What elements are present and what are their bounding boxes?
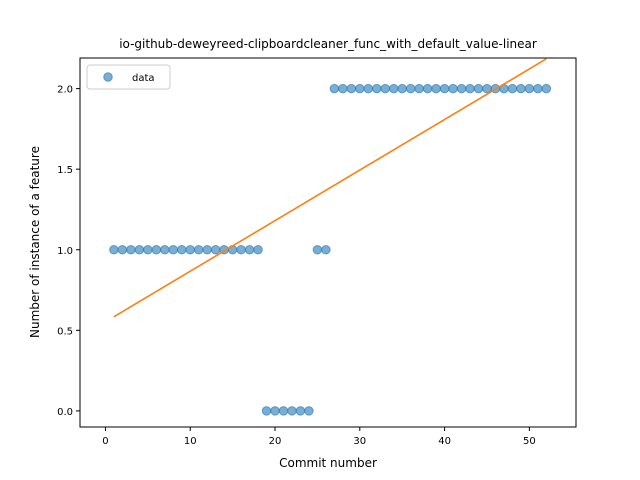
data-point [372,84,381,93]
y-tick-label: 1.0 [57,246,73,257]
data-point [144,245,153,254]
data-point [322,245,331,254]
data-point [457,84,466,93]
data-point [203,245,212,254]
data-point [160,245,169,254]
data-point [406,84,415,93]
data-point [542,84,551,93]
data-point [296,407,305,416]
legend-marker [104,73,113,82]
data-point [279,407,288,416]
data-point [355,84,364,93]
data-point [135,245,144,254]
data-point [186,245,195,254]
data-point [330,84,339,93]
data-point [127,245,136,254]
data-point [508,84,517,93]
y-tick-label: 0.0 [57,407,73,418]
y-axis-label: Number of instance of a feature [28,146,42,338]
x-tick-label: 0 [102,436,108,447]
data-point [449,84,458,93]
data-point [254,245,263,254]
data-point [237,245,246,254]
x-tick-label: 50 [523,436,536,447]
data-point [398,84,407,93]
data-point [211,245,220,254]
data-point [517,84,526,93]
data-point [525,84,534,93]
legend-box [87,65,170,89]
data-point [339,84,348,93]
data-point [381,84,390,93]
data-point [194,245,203,254]
data-point [288,407,297,416]
chart-title: io-github-deweyreed-clipboardcleaner_fun… [119,37,537,51]
data-point [474,84,483,93]
data-point [347,84,356,93]
data-point [440,84,449,93]
data-point [118,245,127,254]
data-point [432,84,441,93]
data-point [177,245,186,254]
data-point [313,245,322,254]
data-point [534,84,543,93]
x-tick-label: 40 [438,436,451,447]
data-point [245,245,254,254]
data-point [271,407,280,416]
y-tick-label: 0.5 [57,326,73,337]
data-point [466,84,475,93]
data-point [389,84,398,93]
legend-label-data: data [132,73,155,84]
data-point [423,84,432,93]
data-point [364,84,373,93]
x-tick-label: 30 [353,436,366,447]
data-point [415,84,424,93]
data-point [110,245,119,254]
legend: data [87,65,170,89]
data-point [169,245,178,254]
x-tick-label: 20 [269,436,282,447]
data-point [262,407,271,416]
x-tick-label: 10 [184,436,197,447]
data-point [305,407,314,416]
x-axis-label: Commit number [279,456,377,470]
data-point [152,245,161,254]
y-tick-label: 2.0 [57,85,73,96]
y-tick-label: 1.5 [57,165,73,176]
